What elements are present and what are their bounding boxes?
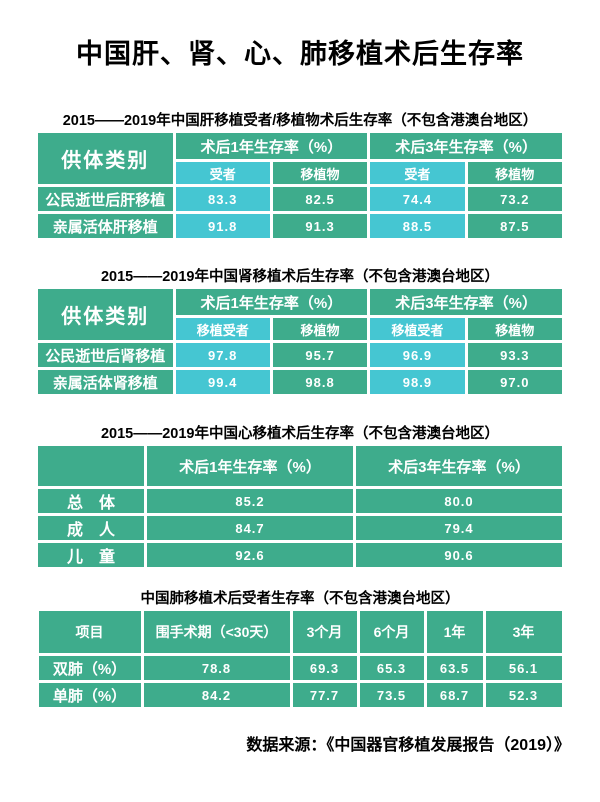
liver-table-caption: 2015——2019年中国肝移植受者/移植物术后生存率（不包含港澳台地区） (62, 113, 538, 129)
table-row: 亲属活体肾移植 99.4 98.8 98.9 97.0 (38, 370, 562, 394)
kidney-survival-table: 供体类别 术后1年生存率（%） 术后3年生存率（%） 移植受者 移植物 移植受者… (35, 286, 565, 397)
column-header-cell: 术后3年生存率（%） (356, 446, 562, 486)
column-header-cell: 3个月 (292, 611, 357, 653)
subheader-cell: 移植物 (467, 162, 562, 184)
value-cell: 88.5 (370, 214, 465, 238)
value-cell: 52.3 (485, 683, 562, 707)
column-header-cell: 围手术期（<30天） (143, 611, 290, 653)
group-header-cell: 术后3年生存率（%） (370, 133, 562, 159)
value-cell: 73.5 (359, 683, 424, 707)
lung-table-caption: 中国肺移植术后受者生存率（不包含港澳台地区） (140, 591, 460, 607)
row-label-cell: 总 体 (38, 489, 144, 513)
subheader-cell: 移植物 (272, 318, 368, 340)
value-cell: 95.7 (272, 343, 368, 367)
value-cell: 65.3 (359, 656, 424, 680)
value-cell: 98.8 (272, 370, 368, 394)
subheader-cell: 受者 (370, 162, 465, 184)
table-row: 双肺（%） 78.8 69.3 65.3 63.5 56.1 (38, 656, 562, 680)
data-source-note: 数据来源：《中国器官移植发展报告（2019）》 (246, 737, 570, 754)
subheader-cell: 移植受者 (175, 318, 270, 340)
value-cell: 56.1 (485, 656, 562, 680)
table-header-row: 术后1年生存率（%） 术后3年生存率（%） (38, 446, 562, 486)
value-cell: 79.4 (356, 516, 562, 540)
value-cell: 84.2 (143, 683, 290, 707)
liver-survival-table: 供体类别 术后1年生存率（%） 术后3年生存率（%） 受者 移植物 受者 移植物… (35, 130, 565, 241)
row-label-cell: 单肺（%） (38, 683, 141, 707)
value-cell: 97.0 (467, 370, 562, 394)
heart-survival-table: 术后1年生存率（%） 术后3年生存率（%） 总 体 85.2 80.0 成 人 … (35, 443, 565, 570)
lung-survival-table: 项目 围手术期（<30天） 3个月 6个月 1年 3年 双肺（%） 78.8 6… (36, 608, 565, 710)
group-header-cell: 术后1年生存率（%） (175, 289, 368, 315)
value-cell: 99.4 (175, 370, 270, 394)
kidney-table-caption: 2015——2019年中国肾移植术后生存率（不包含港澳台地区） (100, 269, 499, 285)
corner-header-cell: 供体类别 (38, 133, 173, 184)
row-label-cell: 成 人 (38, 516, 144, 540)
value-cell: 69.3 (292, 656, 357, 680)
row-label-cell: 双肺（%） (38, 656, 141, 680)
subheader-cell: 移植物 (467, 318, 562, 340)
corner-header-cell: 供体类别 (38, 289, 173, 340)
value-cell: 82.5 (272, 187, 368, 211)
value-cell: 92.6 (147, 543, 353, 567)
table-subheader-row: 受者 移植物 受者 移植物 (38, 162, 562, 184)
value-cell: 68.7 (426, 683, 483, 707)
value-cell: 90.6 (356, 543, 562, 567)
column-header-cell: 3年 (485, 611, 562, 653)
value-cell: 77.7 (292, 683, 357, 707)
value-cell: 74.4 (370, 187, 465, 211)
row-label-cell: 儿 童 (38, 543, 144, 567)
table-row: 总 体 85.2 80.0 (38, 489, 562, 513)
table-header-row: 项目 围手术期（<30天） 3个月 6个月 1年 3年 (38, 611, 562, 653)
column-header-cell: 1年 (426, 611, 483, 653)
column-header-cell: 项目 (38, 611, 141, 653)
value-cell: 91.8 (175, 214, 270, 238)
value-cell: 96.9 (370, 343, 465, 367)
value-cell: 63.5 (426, 656, 483, 680)
table-header-row: 供体类别 术后1年生存率（%） 术后3年生存率（%） (38, 289, 562, 340)
value-cell: 78.8 (143, 656, 290, 680)
value-cell: 85.2 (147, 489, 353, 513)
value-cell: 73.2 (467, 187, 562, 211)
table-subheader-row: 移植受者 移植物 移植受者 移植物 (38, 318, 562, 340)
value-cell: 93.3 (467, 343, 562, 367)
table-header-row: 供体类别 术后1年生存率（%） 术后3年生存率（%） (38, 133, 562, 184)
group-header-cell: 术后3年生存率（%） (370, 289, 562, 315)
row-label-cell: 公民逝世后肾移植 (38, 343, 173, 367)
value-cell: 97.8 (175, 343, 270, 367)
row-label-cell: 亲属活体肾移植 (38, 370, 173, 394)
table-row: 单肺（%） 84.2 77.7 73.5 68.7 52.3 (38, 683, 562, 707)
value-cell: 83.3 (175, 187, 270, 211)
table-row: 公民逝世后肾移植 97.8 95.7 96.9 93.3 (38, 343, 562, 367)
table-row: 公民逝世后肝移植 83.3 82.5 74.4 73.2 (38, 187, 562, 211)
group-header-cell: 术后1年生存率（%） (175, 133, 368, 159)
value-cell: 87.5 (467, 214, 562, 238)
value-cell: 98.9 (370, 370, 465, 394)
table-row: 成 人 84.7 79.4 (38, 516, 562, 540)
corner-cell-empty (38, 446, 144, 486)
subheader-cell: 移植物 (272, 162, 368, 184)
subheader-cell: 受者 (175, 162, 270, 184)
subheader-cell: 移植受者 (370, 318, 465, 340)
column-header-cell: 6个月 (359, 611, 424, 653)
value-cell: 84.7 (147, 516, 353, 540)
column-header-cell: 术后1年生存率（%） (147, 446, 353, 486)
row-label-cell: 亲属活体肝移植 (38, 214, 173, 238)
value-cell: 80.0 (356, 489, 562, 513)
row-label-cell: 公民逝世后肝移植 (38, 187, 173, 211)
table-row: 儿 童 92.6 90.6 (38, 543, 562, 567)
page-title: 中国肝、肾、心、肺移植术后生存率 (76, 39, 524, 69)
value-cell: 91.3 (272, 214, 368, 238)
table-row: 亲属活体肝移植 91.8 91.3 88.5 87.5 (38, 214, 562, 238)
heart-table-caption: 2015——2019年中国心移植术后生存率（不包含港澳台地区） (100, 426, 499, 442)
